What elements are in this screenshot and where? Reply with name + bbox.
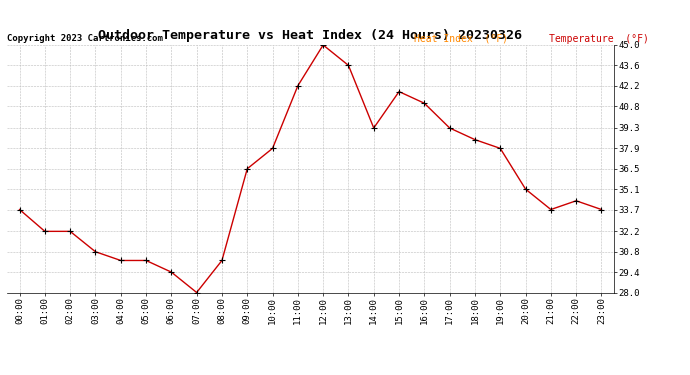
Title: Outdoor Temperature vs Heat Index (24 Hours) 20230326: Outdoor Temperature vs Heat Index (24 Ho… [99,30,522,42]
Text: Heat Index  (°F): Heat Index (°F) [414,34,514,44]
Text: Temperature  (°F): Temperature (°F) [549,34,649,44]
Text: Copyright 2023 Cartronics.com: Copyright 2023 Cartronics.com [7,34,163,43]
